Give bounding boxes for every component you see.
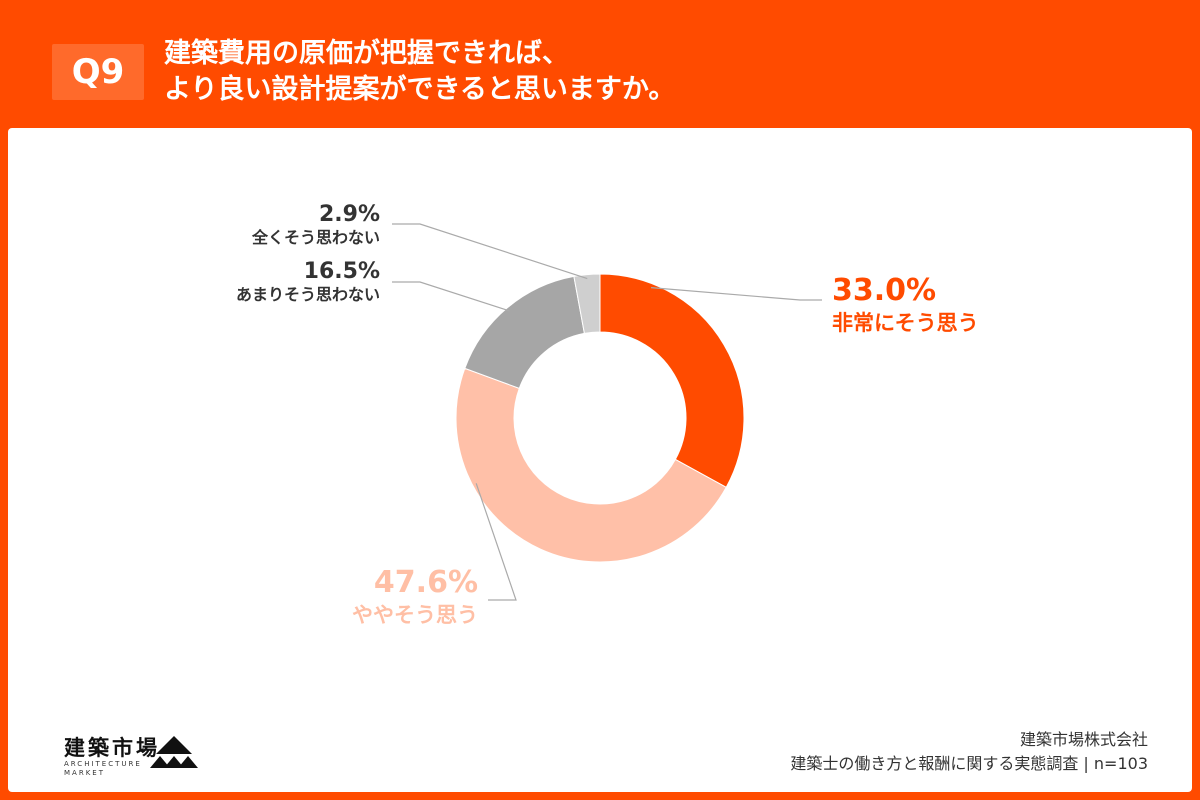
leader-line-3 [392, 281, 510, 312]
survey-name: 建築士の働き方と報酬に関する実態調査 | n=103 [790, 754, 1148, 773]
data-label-value-3: 16.5% [304, 259, 380, 284]
leader-line-2 [475, 483, 517, 601]
company-name: 建築市場株式会社 [1019, 730, 1148, 749]
question-title-line-1: 建築費用の原価が把握できれば、 [164, 38, 569, 69]
data-label-category-3: あまりそう思わない [236, 285, 380, 304]
leader-line-4 [392, 223, 588, 280]
question-title-line-2: より良い設計提案ができると思いますか。 [164, 74, 676, 105]
data-label-category-2: ややそう思う [352, 603, 478, 627]
brand-subtitle-line-2: MARKET [64, 769, 105, 777]
brand-subtitle-line-1: ARCHITECTURE [64, 760, 142, 768]
donut-slice-3 [464, 275, 585, 390]
brand-name: 建築市場 [64, 736, 160, 760]
data-label-value-2: 47.6% [374, 565, 478, 600]
question-title: 建築費用の原価が把握できれば、 より良い設計提案ができると思いますか。 [164, 36, 675, 108]
leader-line-1 [650, 287, 822, 301]
donut-slice-1 [599, 273, 745, 489]
data-label-value-1: 33.0% [832, 273, 936, 308]
donut-slice-4 [573, 273, 601, 335]
brand-subtitle: ARCHITECTURE MARKET [64, 760, 142, 778]
content-panel [8, 128, 1192, 792]
header: Q9 建築費用の原価が把握できれば、 より良い設計提案ができると思いますか。 [0, 0, 1200, 128]
data-label-category-1: 非常にそう思う [832, 311, 979, 335]
question-badge: Q9 [52, 44, 144, 100]
data-label-value-4: 2.9% [319, 202, 380, 227]
donut-slice-2 [455, 367, 727, 563]
footer-credit: 建築市場株式会社 建築士の働き方と報酬に関する実態調査 | n=103 [790, 728, 1148, 776]
triangle-logo-icon [150, 736, 198, 768]
data-label-category-4: 全くそう思わない [251, 228, 380, 247]
